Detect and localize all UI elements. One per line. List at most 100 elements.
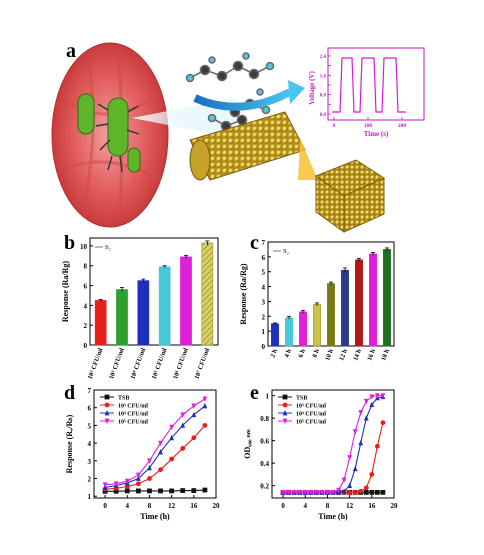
y-tick-label: 3 [88,458,92,466]
marker [297,489,303,496]
legend-label: 10³ CFU/ml [296,404,326,410]
marker [102,482,108,488]
y-tick-label: 4 [262,284,266,292]
y-tick-label: 5 [262,269,266,277]
x-tick-label: 16 [368,502,376,510]
marker [302,489,308,496]
marker [325,489,330,496]
x-axis-label: Time (h) [318,512,348,521]
bar [285,317,293,347]
bar [271,323,279,347]
marker [135,475,141,481]
chart-b: 0 2 4 6 8 10 10² CFU/ml 10³ CFU/ml 10⁴ CFU/ml 10⁵… [61,237,219,380]
plot-frame [89,237,219,346]
y-axis-label: Response (Ra/Rg) [239,263,248,324]
inset-xtick-label: 0 [333,123,336,129]
marker [358,439,364,446]
x-tick-label: 14 h [352,348,363,362]
y-tick-label: 1 [262,328,266,336]
marker [104,410,110,416]
inset-ytick-label: 0.8 [320,94,327,99]
marker [358,410,364,416]
bar [158,266,171,346]
inset-ytick-label: 2.4 [320,55,327,60]
marker [202,423,208,428]
x-tick-label: 4 h [283,348,293,359]
x-tick-label: 12 h [338,348,349,362]
marker [336,487,341,494]
y-tick-label: 0 [84,342,88,350]
x-tick-label: 10⁵ CFU/ml [151,347,169,380]
chart-e: 0 4 8 12 16 20 0.2 0.4 0.6 0.8 1 TSB 10³ CFU/ml 10⁴ C… [243,389,398,521]
bar [369,253,377,347]
marker [180,488,186,493]
marker [374,489,380,495]
plot-frame [93,389,217,499]
marker [113,481,119,487]
legend-label: TSB [118,396,129,402]
x-tick-label: 12 [346,502,354,510]
bar [327,283,335,347]
marker [180,422,186,428]
marker [313,489,319,496]
x-tick-label: 16 [190,502,198,510]
x-tick-label: 0 [281,502,285,510]
marker [124,478,130,485]
y-tick-label: 5 [88,422,92,430]
x-axis-label: Time (h) [140,512,170,521]
x-tick-label: 10⁷ CFU/ml [194,347,212,380]
x-tick-label: 8 h [311,348,321,359]
legend-label: S₂ [283,248,289,255]
marker [358,488,364,494]
y-tick-label: 10 [80,243,88,251]
marker [191,403,197,409]
series-line [105,405,206,488]
marker [158,440,163,447]
inset-xlabel: Time (s) [364,130,389,138]
marker [191,411,197,418]
marker [363,398,369,405]
marker [282,418,288,424]
panel-letter-c: c [250,232,259,254]
y-axis-label: Response (Rₐ/Rₕ) [65,414,74,473]
y-axis-label: Response (Ra/Rg) [61,261,70,322]
marker [341,488,347,494]
y-tick-label: 0 [262,343,266,351]
y-tick-label: 0.6 [260,438,269,446]
inset-ylabel: Voltage (V) [308,70,316,104]
x-tick-label: 4 [304,502,308,510]
series-line [283,422,384,493]
marker [363,485,369,491]
y-tick-label: 6 [84,283,88,291]
panel-letter-a: a [66,40,76,62]
marker [282,410,288,416]
marker [191,488,197,493]
y-tick-label: 2 [262,313,266,321]
y-tick-label: 1 [88,493,92,501]
y-tick-label: 1 [266,393,270,401]
marker [369,401,375,408]
arrow-head-icon [288,80,305,104]
marker [169,424,175,431]
bar [201,242,214,346]
marker [169,456,175,462]
y-tick-label: 8 [84,263,88,271]
bar [341,269,349,347]
y-axis-label: OD₆₀₀ ₙₘ [243,429,252,458]
marker [202,402,208,409]
bar [299,311,307,347]
marker [380,420,386,426]
marker [202,396,208,402]
inset-ytick-label: 0.0 [320,113,327,118]
marker [363,489,369,495]
legend-label: S₂ [105,244,111,251]
marker [374,393,380,399]
marker [169,488,175,494]
x-tick-label: 8 [326,502,330,510]
x-tick-label: 10² CFU/ml [87,347,105,380]
cube-illustration [314,159,386,233]
legend-label: 10⁵ CFU/ml [296,420,326,426]
y-tick-label: 4 [88,440,92,448]
series-line [283,395,383,493]
